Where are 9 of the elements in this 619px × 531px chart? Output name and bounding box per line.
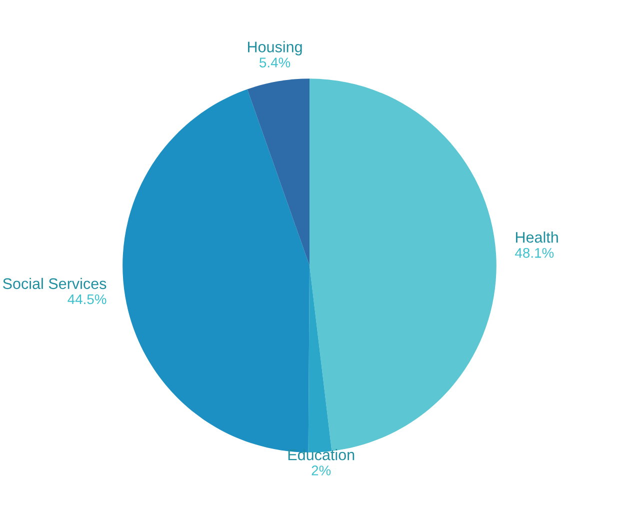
pie-slice (247, 78, 310, 266)
slice-label: Education (288, 449, 354, 460)
slice-label: Health (516, 232, 558, 243)
data-label: 48.1% (515, 248, 554, 258)
data-label: 2% (312, 466, 331, 476)
data-label: 5.4% (260, 58, 290, 68)
slice-label: Housing (248, 41, 302, 56)
slice-label: Social Services (3, 278, 106, 290)
data-label: 44.5% (68, 294, 106, 304)
